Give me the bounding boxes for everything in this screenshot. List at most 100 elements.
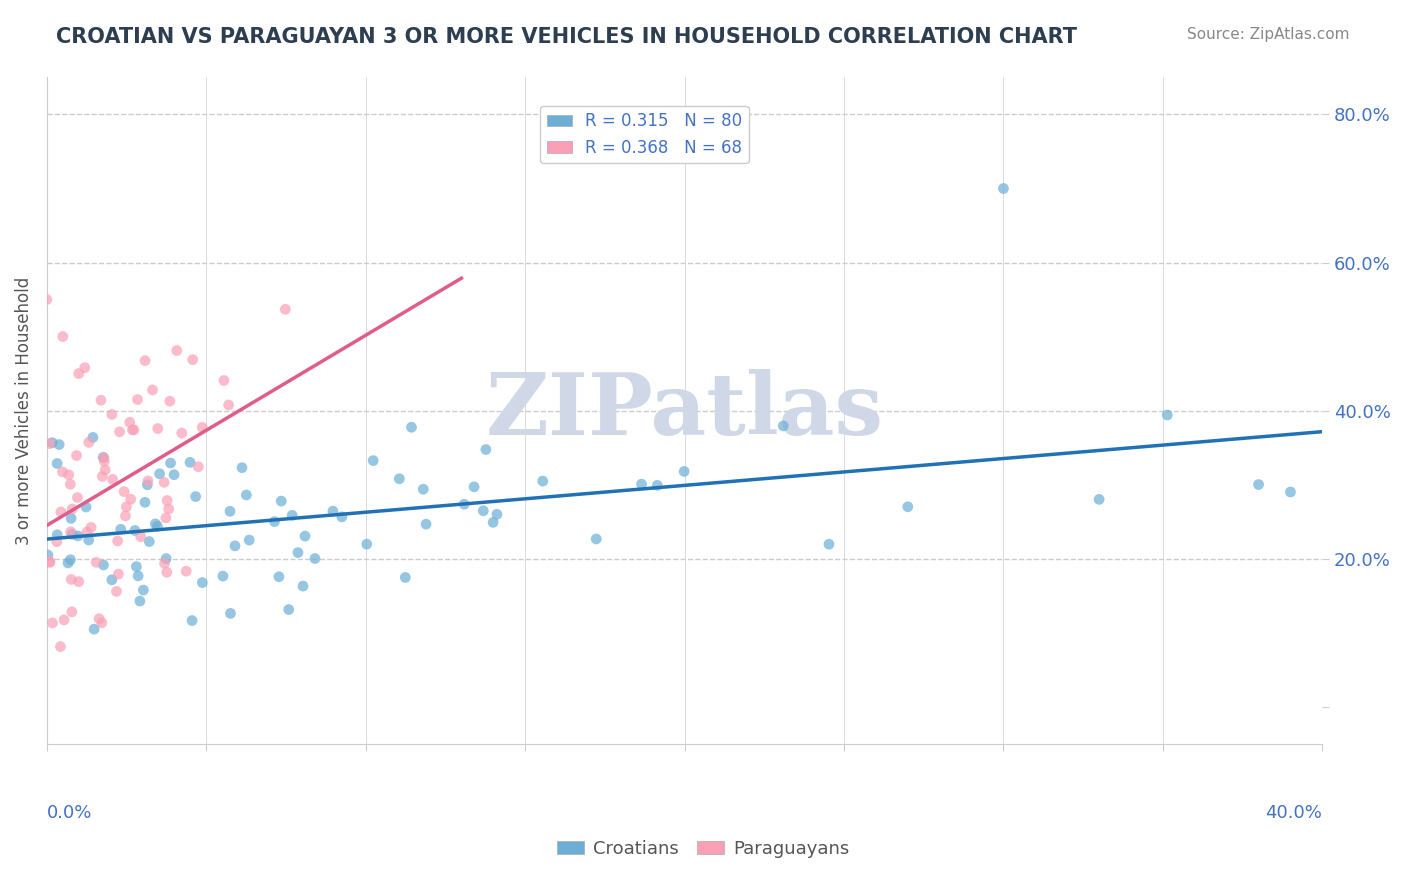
Point bbox=[46, 457, 69, 471]
Point bbox=[75, 500, 97, 514]
Point bbox=[115, 500, 138, 514]
Point bbox=[60, 511, 83, 525]
Point bbox=[67, 367, 90, 381]
Point bbox=[281, 508, 304, 523]
Point bbox=[475, 442, 498, 457]
Point bbox=[897, 500, 920, 514]
Point bbox=[93, 454, 115, 468]
Point bbox=[146, 519, 169, 533]
Point bbox=[93, 450, 115, 465]
Point bbox=[287, 546, 309, 560]
Point bbox=[80, 520, 103, 534]
Point bbox=[114, 508, 136, 523]
Point bbox=[129, 530, 152, 544]
Point bbox=[124, 524, 146, 538]
Point bbox=[212, 569, 235, 583]
Point bbox=[59, 477, 82, 491]
Point bbox=[107, 567, 129, 582]
Point bbox=[585, 532, 607, 546]
Point bbox=[219, 504, 242, 518]
Point bbox=[463, 480, 485, 494]
Point bbox=[304, 551, 326, 566]
Point bbox=[361, 453, 384, 467]
Point bbox=[231, 460, 253, 475]
Point bbox=[37, 548, 59, 562]
Point bbox=[191, 420, 214, 434]
Point bbox=[83, 622, 105, 636]
Point bbox=[52, 329, 75, 343]
Point bbox=[155, 551, 177, 566]
Point bbox=[184, 490, 207, 504]
Point bbox=[772, 418, 794, 433]
Point bbox=[128, 594, 150, 608]
Text: ZIPatlas: ZIPatlas bbox=[485, 368, 883, 452]
Legend: R = 0.315   N = 80, R = 0.368   N = 68: R = 0.315 N = 80, R = 0.368 N = 68 bbox=[540, 106, 748, 163]
Point bbox=[647, 478, 669, 492]
Point bbox=[156, 566, 179, 580]
Point bbox=[60, 502, 83, 516]
Point bbox=[41, 435, 63, 450]
Point bbox=[48, 437, 70, 451]
Point bbox=[1156, 408, 1178, 422]
Point bbox=[76, 524, 98, 539]
Point bbox=[38, 436, 60, 450]
Point bbox=[235, 488, 257, 502]
Text: CROATIAN VS PARAGUAYAN 3 OR MORE VEHICLES IN HOUSEHOLD CORRELATION CHART: CROATIAN VS PARAGUAYAN 3 OR MORE VEHICLE… bbox=[56, 27, 1077, 46]
Point bbox=[401, 420, 423, 434]
Point bbox=[156, 493, 179, 508]
Point bbox=[630, 477, 652, 491]
Point bbox=[153, 475, 176, 490]
Point bbox=[170, 425, 193, 440]
Point bbox=[65, 449, 87, 463]
Point bbox=[224, 539, 246, 553]
Point bbox=[82, 430, 104, 444]
Point bbox=[125, 559, 148, 574]
Point bbox=[91, 469, 114, 483]
Point bbox=[219, 607, 242, 621]
Point bbox=[121, 423, 143, 437]
Point bbox=[136, 477, 159, 491]
Point bbox=[993, 181, 1015, 195]
Point bbox=[45, 534, 67, 549]
Point bbox=[49, 505, 72, 519]
Point bbox=[394, 570, 416, 584]
Point bbox=[1088, 492, 1111, 507]
Point bbox=[166, 343, 188, 358]
Point bbox=[60, 573, 83, 587]
Point bbox=[101, 408, 124, 422]
Y-axis label: 3 or more Vehicles in Household: 3 or more Vehicles in Household bbox=[15, 277, 32, 545]
Point bbox=[472, 504, 495, 518]
Point bbox=[59, 553, 82, 567]
Point bbox=[38, 555, 60, 569]
Point bbox=[218, 398, 240, 412]
Point bbox=[67, 574, 90, 589]
Point bbox=[149, 467, 172, 481]
Point bbox=[412, 482, 434, 496]
Point bbox=[118, 415, 141, 429]
Point bbox=[356, 537, 378, 551]
Point bbox=[35, 293, 58, 307]
Point bbox=[482, 516, 505, 530]
Point bbox=[93, 558, 115, 572]
Point bbox=[107, 533, 129, 548]
Point bbox=[110, 522, 132, 536]
Point bbox=[108, 425, 131, 439]
Point bbox=[101, 472, 124, 486]
Point bbox=[238, 533, 260, 547]
Point bbox=[90, 393, 112, 408]
Point bbox=[127, 569, 149, 583]
Point bbox=[181, 352, 204, 367]
Point bbox=[146, 421, 169, 435]
Legend: Croatians, Paraguayans: Croatians, Paraguayans bbox=[550, 833, 856, 865]
Point bbox=[1279, 485, 1302, 500]
Point bbox=[270, 494, 292, 508]
Point bbox=[388, 472, 411, 486]
Point bbox=[163, 467, 186, 482]
Point bbox=[292, 579, 315, 593]
Point bbox=[73, 360, 96, 375]
Point bbox=[181, 614, 204, 628]
Point bbox=[673, 464, 696, 478]
Text: 40.0%: 40.0% bbox=[1265, 804, 1322, 822]
Point bbox=[49, 640, 72, 654]
Point bbox=[77, 435, 100, 450]
